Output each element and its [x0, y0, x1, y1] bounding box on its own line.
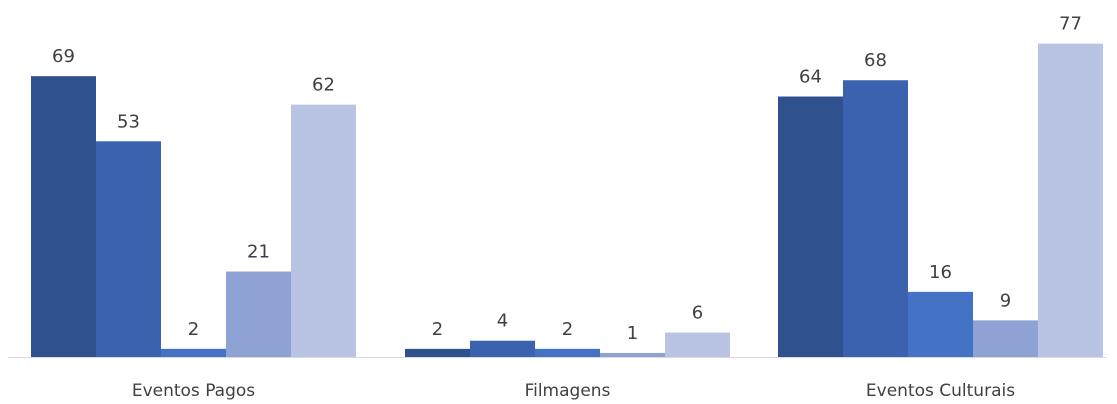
data-label-3-1: 64 — [799, 67, 822, 88]
data-label-2-3: 2 — [562, 319, 573, 340]
category-labels-layer: Eventos Pagos Filmagens Eventos Culturais — [132, 381, 1015, 401]
bar-3-4 — [973, 320, 1038, 357]
bar-2-5 — [665, 332, 730, 357]
bar-2-1 — [405, 348, 470, 357]
data-label-3-4: 9 — [1000, 290, 1011, 311]
data-label-1-2: 53 — [117, 111, 140, 132]
category-label: Eventos Pagos — [132, 381, 255, 401]
data-label-2-1: 2 — [432, 319, 443, 340]
bar-3-5 — [1038, 43, 1103, 358]
category-label: Filmagens — [525, 381, 611, 401]
data-label-3-2: 68 — [864, 50, 887, 71]
bar-2-2 — [470, 340, 535, 357]
bars-layer — [31, 43, 1103, 358]
data-label-1-5: 62 — [312, 75, 335, 96]
bar-1-3 — [161, 348, 226, 357]
data-label-2-2: 4 — [497, 311, 508, 332]
data-label-1-3: 2 — [188, 319, 199, 340]
category-label: Eventos Culturais — [866, 381, 1015, 401]
bar-1-1 — [31, 76, 96, 358]
bar-2-3 — [535, 348, 600, 357]
data-label-3-5: 77 — [1059, 14, 1082, 35]
data-label-1-1: 69 — [52, 46, 75, 67]
bar-3-1 — [778, 96, 843, 358]
bar-1-4 — [226, 271, 291, 357]
bar-1-2 — [96, 141, 161, 357]
data-label-2-4: 1 — [627, 323, 638, 344]
bar-2-4 — [600, 352, 665, 357]
bar-3-3 — [908, 291, 973, 357]
data-label-2-5: 6 — [692, 303, 703, 324]
data-label-1-4: 21 — [247, 242, 270, 263]
data-label-3-3: 16 — [929, 262, 952, 283]
bar-3-2 — [843, 80, 908, 358]
bar-1-5 — [291, 104, 356, 357]
